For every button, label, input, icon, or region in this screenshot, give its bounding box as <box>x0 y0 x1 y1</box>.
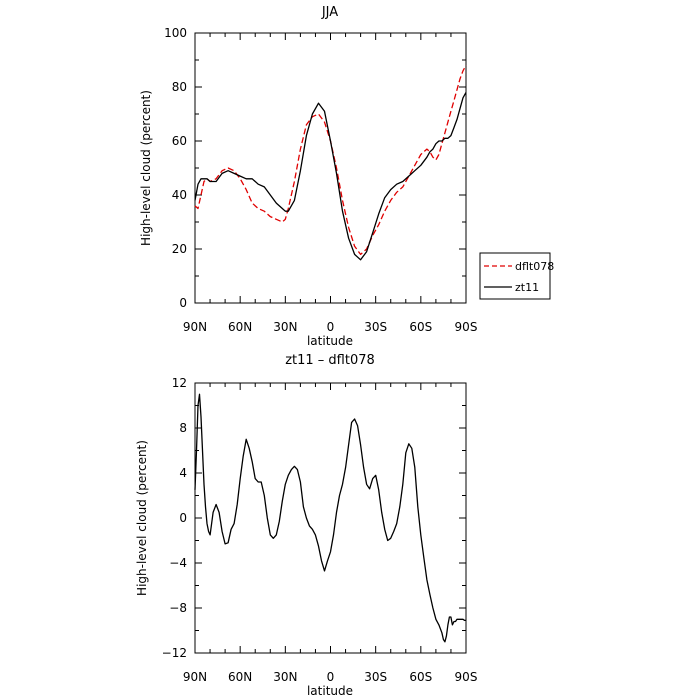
x-tick-label: 90N <box>183 320 207 334</box>
legend: dflt078 zt11 <box>479 252 554 300</box>
x-tick-label: 30S <box>364 320 387 334</box>
y-tick-label: 100 <box>164 26 187 40</box>
y-tick-label: −4 <box>169 556 187 570</box>
legend-label-dflt078: dflt078 <box>515 260 554 273</box>
y-tick-label: 20 <box>172 242 187 256</box>
y-axis-label: High-level cloud (percent) <box>139 90 153 246</box>
y-tick-label: 60 <box>172 134 187 148</box>
y-tick-label: 40 <box>172 188 187 202</box>
chart-title: zt11 – dflt078 <box>285 353 375 368</box>
legend-label-zt11: zt11 <box>515 281 539 294</box>
chart-panel-bottom: zt11 – dflt078 90N 60N 30N 0 30S 60S 90S −12 −8 −… <box>135 353 477 698</box>
series-line <box>194 393 466 643</box>
y-tick-label: 8 <box>179 421 187 435</box>
series-line-zt11 <box>194 92 467 261</box>
y-axis-label: High-level cloud (percent) <box>135 440 149 596</box>
plot-frame <box>194 32 467 304</box>
y-tick-label: −8 <box>169 601 187 615</box>
chart-title: JJA <box>321 5 338 20</box>
y-tick-label: 0 <box>179 296 187 310</box>
x-tick-label: 60S <box>409 320 432 334</box>
x-tick-label: 90S <box>455 320 478 334</box>
y-tick-label: 4 <box>179 466 187 480</box>
x-tick-label: 0 <box>327 320 335 334</box>
y-tick-label: 0 <box>179 511 187 525</box>
x-tick-label: 30N <box>273 320 297 334</box>
chart-panel-top: JJA 90N 60N 30N 0 30S 60S 90S 0 20 40 60 80 100 lati… <box>139 5 554 348</box>
x-tick-label: 30N <box>273 670 297 684</box>
x-tick-label: 90N <box>183 670 207 684</box>
legend-box <box>479 252 551 300</box>
x-tick-label: 30S <box>364 670 387 684</box>
plot-area: 90N 60N 30N 0 30S 60S 90S 0 20 40 60 80 100 <box>164 26 477 334</box>
x-tick-label: 60N <box>228 320 252 334</box>
y-tick-label: −12 <box>162 646 187 660</box>
x-tick-label: 60N <box>228 670 252 684</box>
plot-area: 90N 60N 30N 0 30S 60S 90S −12 −8 −4 0 4 8 12 <box>162 376 478 684</box>
y-tick-label: 80 <box>172 80 187 94</box>
x-tick-label: 0 <box>327 670 335 684</box>
x-axis-label: latitude <box>307 684 353 698</box>
y-tick-label: 12 <box>172 376 187 390</box>
x-tick-label: 90S <box>455 670 478 684</box>
x-tick-label: 60S <box>409 670 432 684</box>
x-axis-label: latitude <box>307 334 353 348</box>
series-line-dflt078 <box>194 65 467 256</box>
